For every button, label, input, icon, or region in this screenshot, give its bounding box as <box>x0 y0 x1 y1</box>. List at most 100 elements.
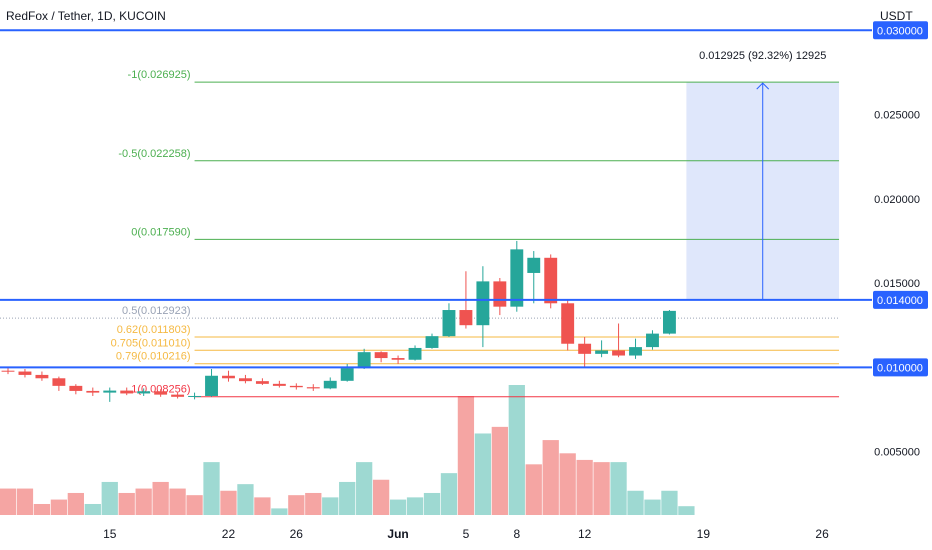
volume-bar <box>356 462 373 515</box>
candle-body <box>629 347 642 356</box>
volume-bar <box>33 503 51 515</box>
volume-bar <box>593 462 610 515</box>
candle-body <box>357 352 371 369</box>
candle-body <box>306 387 320 389</box>
volume-bar <box>288 495 305 515</box>
time-tick-label: 26 <box>290 527 304 541</box>
volume-bar <box>576 459 593 515</box>
chart-title: RedFox / Tether, 1D, KUCOIN <box>6 9 166 23</box>
price-line-badge-label: 0.010000 <box>877 362 923 374</box>
time-tick-label: 12 <box>578 527 592 541</box>
volume-bar <box>237 484 254 515</box>
candle-body <box>510 249 524 307</box>
fib-level-label: 0.705(0.011010) <box>111 337 191 349</box>
price-tick-label: 0.025000 <box>874 110 920 122</box>
volume-bar <box>406 497 424 515</box>
volume-bar <box>474 433 492 515</box>
fib-level-label: 0(0.017590) <box>131 226 190 238</box>
volume-bar <box>152 481 169 515</box>
candle-body <box>154 391 168 395</box>
candle-body <box>493 281 507 307</box>
price-tick-label: 0.015000 <box>874 278 920 290</box>
candle-body <box>408 347 422 360</box>
volume-bar <box>627 490 644 515</box>
candle-body <box>35 374 49 379</box>
time-tick-label: 5 <box>463 527 470 541</box>
volume-bar <box>525 464 542 515</box>
volume-bar <box>372 479 390 515</box>
time-tick-label: 15 <box>103 527 117 541</box>
volume-bar <box>220 490 237 515</box>
candle-body <box>205 375 218 396</box>
volume-bar <box>661 490 678 515</box>
volume-bar <box>542 440 559 515</box>
price-line-badge <box>873 358 928 377</box>
candle-body <box>255 381 269 384</box>
volume-bar <box>0 488 17 515</box>
candle-body <box>120 390 134 394</box>
price-range-label: 0.012925 (92.32%) 12925 <box>699 50 826 62</box>
candle-body <box>425 336 439 348</box>
candle-body <box>171 394 185 397</box>
volume-bar <box>559 453 576 515</box>
volume-bar <box>67 492 84 515</box>
volume-bar <box>101 481 118 515</box>
candle-body <box>544 257 558 304</box>
volume-bar <box>84 503 101 515</box>
candle-body <box>662 310 676 334</box>
candle-body <box>476 281 490 326</box>
volume-bar <box>491 426 508 515</box>
price-line-badge-label: 0.030000 <box>877 25 923 37</box>
volume-bar <box>678 506 695 515</box>
price-line-badge <box>873 290 928 309</box>
volume-bar <box>389 499 407 515</box>
candle-body <box>561 303 575 344</box>
candle-body <box>527 257 541 273</box>
candle-body <box>391 358 405 360</box>
candle-body <box>323 380 337 389</box>
candle-body <box>578 343 592 354</box>
price-tick-label: 0.020000 <box>874 194 920 206</box>
volume-bar <box>644 499 661 515</box>
candle-body <box>18 371 32 375</box>
fib-level-label: 0.62(0.011803) <box>117 324 191 336</box>
volume-bar <box>169 488 186 515</box>
volume-bar <box>203 462 220 515</box>
volume-bar <box>135 488 152 515</box>
candle-body <box>137 391 151 394</box>
candle-body <box>374 352 388 359</box>
candle-body <box>1 370 15 372</box>
candle-body <box>595 350 609 354</box>
time-tick-label: 26 <box>815 527 829 541</box>
candle-body <box>52 378 66 386</box>
price-range-label-box <box>688 40 837 69</box>
candle-body <box>340 368 354 381</box>
volume-bar <box>254 497 271 515</box>
time-tick-label: 8 <box>513 527 520 541</box>
time-tick-label: 22 <box>222 527 236 541</box>
candle-body <box>612 350 626 356</box>
currency-label: USDT <box>880 9 913 23</box>
volume-bar <box>423 492 441 515</box>
volume-bar <box>118 492 135 515</box>
candle-body <box>442 310 456 337</box>
candle-body <box>272 383 286 386</box>
volume-bar <box>16 488 34 515</box>
volume-bar <box>322 497 339 515</box>
price-range-arrowhead <box>756 82 770 90</box>
time-tick-label: 19 <box>697 527 711 541</box>
price-line-badge-label: 0.014000 <box>877 295 923 307</box>
volume-bar <box>440 473 458 515</box>
candle-body <box>459 310 473 326</box>
candle-body <box>103 390 117 393</box>
price-tick-label: 0.005000 <box>874 447 920 459</box>
volume-bar <box>305 492 322 515</box>
candle-body <box>188 395 202 397</box>
candle-body <box>86 390 100 393</box>
volume-bar <box>457 396 475 515</box>
volume-bar <box>271 508 288 515</box>
candle-body <box>238 378 252 382</box>
fib-level-label: -0.5(0.022258) <box>118 148 190 160</box>
